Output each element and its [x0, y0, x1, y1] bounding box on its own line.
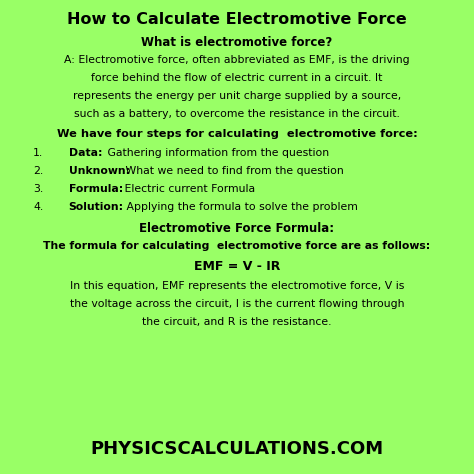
- Text: We have four steps for calculating  electromotive force:: We have four steps for calculating elect…: [56, 129, 418, 139]
- Text: 3.: 3.: [33, 184, 44, 194]
- Text: Unknown:: Unknown:: [69, 166, 130, 176]
- Text: Data:: Data:: [69, 148, 102, 158]
- Text: represents the energy per unit charge supplied by a source,: represents the energy per unit charge su…: [73, 91, 401, 101]
- Text: Formula:: Formula:: [69, 184, 123, 194]
- Text: EMF = V - IR: EMF = V - IR: [194, 260, 280, 273]
- Text: Applying the formula to solve the problem: Applying the formula to solve the proble…: [123, 202, 358, 212]
- Text: In this equation, EMF represents the electromotive force, V is: In this equation, EMF represents the ele…: [70, 281, 404, 291]
- Text: the circuit, and R is the resistance.: the circuit, and R is the resistance.: [142, 317, 332, 327]
- Text: Solution:: Solution:: [69, 202, 124, 212]
- Text: PHYSICSCALCULATIONS.COM: PHYSICSCALCULATIONS.COM: [91, 440, 383, 458]
- Text: A: Electromotive force, often abbreviated as EMF, is the driving: A: Electromotive force, often abbreviate…: [64, 55, 410, 65]
- Text: 4.: 4.: [33, 202, 44, 212]
- Text: How to Calculate Electromotive Force: How to Calculate Electromotive Force: [67, 12, 407, 27]
- Text: 1.: 1.: [33, 148, 44, 158]
- Text: Electromotive Force Formula:: Electromotive Force Formula:: [139, 222, 335, 235]
- Text: the voltage across the circuit, I is the current flowing through: the voltage across the circuit, I is the…: [70, 299, 404, 309]
- Text: The formula for calculating  electromotive force are as follows:: The formula for calculating electromotiv…: [44, 241, 430, 251]
- Text: What we need to find from the question: What we need to find from the question: [122, 166, 344, 176]
- Text: such as a battery, to overcome the resistance in the circuit.: such as a battery, to overcome the resis…: [74, 109, 400, 119]
- Text: 2.: 2.: [33, 166, 44, 176]
- Text: Gathering information from the question: Gathering information from the question: [104, 148, 329, 158]
- Text: force behind the flow of electric current in a circuit. It: force behind the flow of electric curren…: [91, 73, 383, 83]
- Text: Electric current Formula: Electric current Formula: [121, 184, 255, 194]
- Text: What is electromotive force?: What is electromotive force?: [141, 36, 333, 49]
